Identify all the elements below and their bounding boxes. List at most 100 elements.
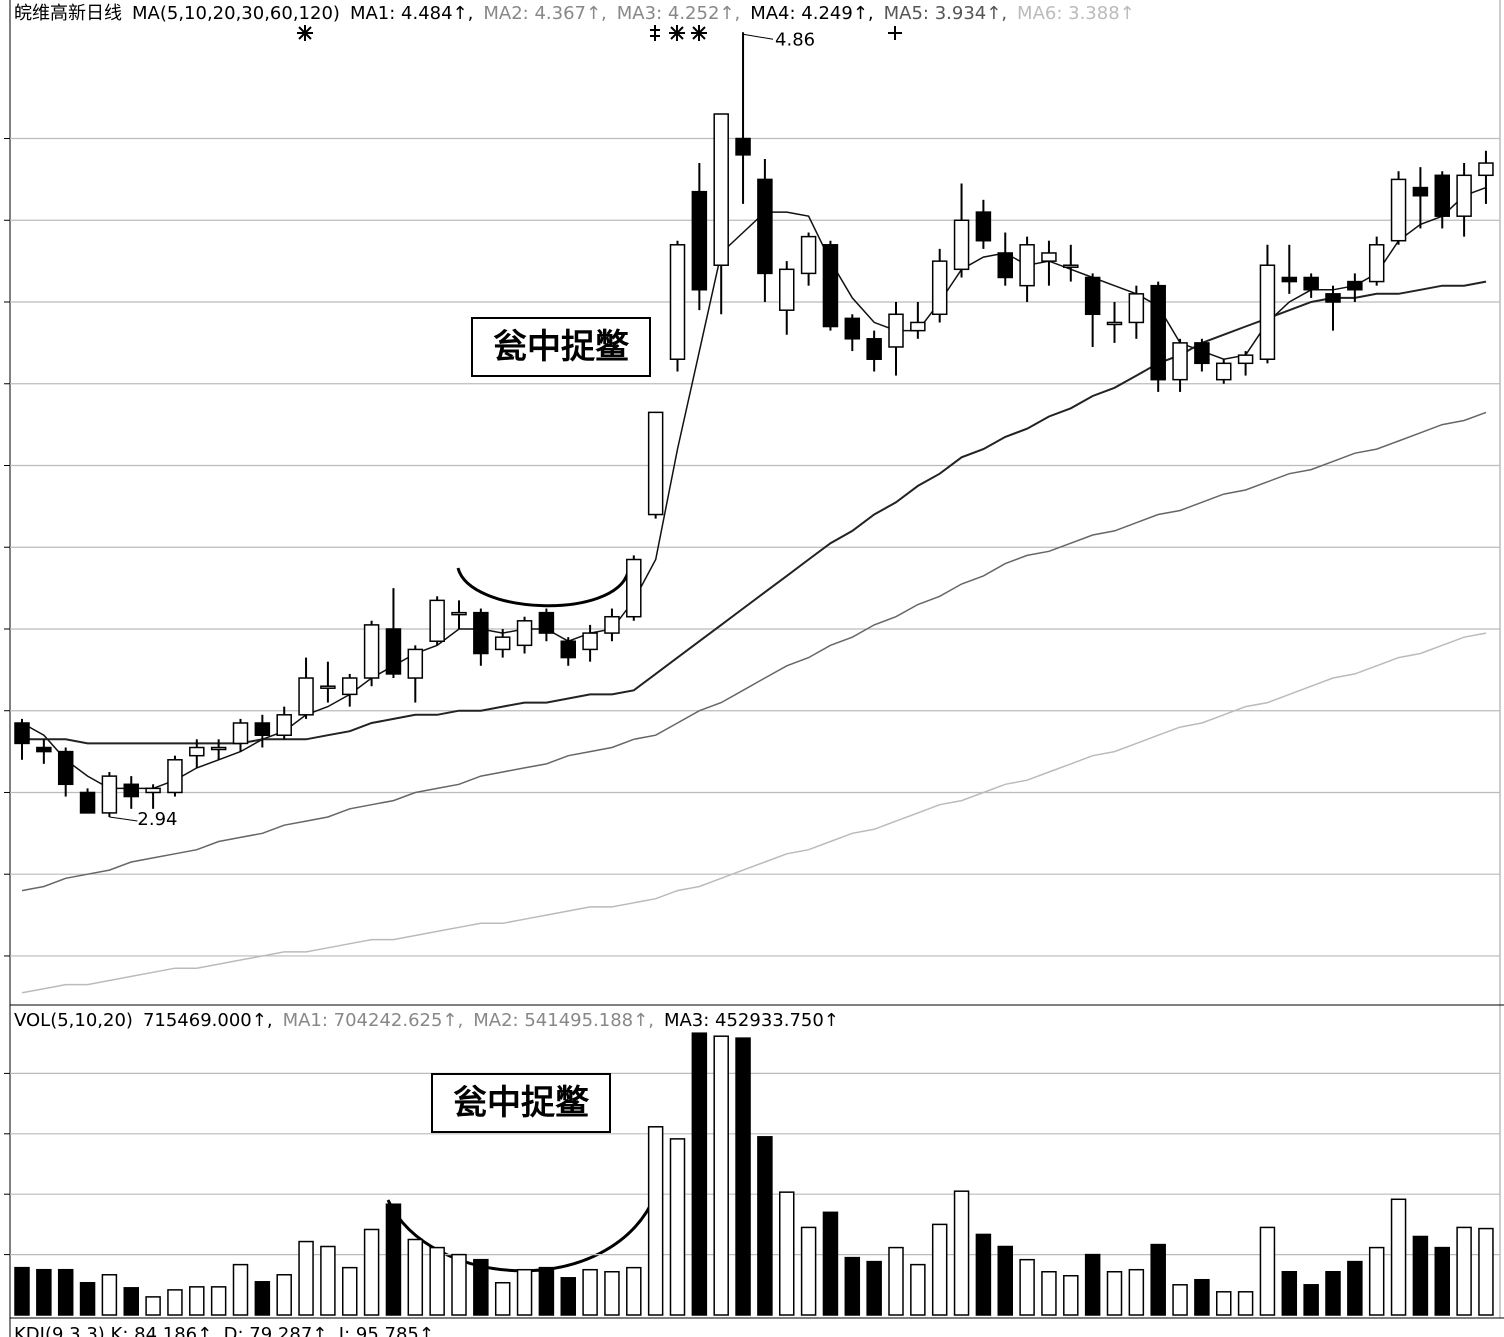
volume-bar	[713, 1035, 729, 1316]
candle-body	[1347, 280, 1363, 291]
candle-body	[1216, 362, 1232, 381]
volume-bar	[167, 1289, 183, 1316]
candle-body	[1084, 276, 1101, 316]
candle-body	[779, 268, 795, 311]
header: 皖维高新日线 MA(5,10,20,30,60,120) MA1: 4.484↑, M…	[14, 3, 1135, 24]
candle-body	[1434, 174, 1450, 217]
candle-body	[822, 244, 839, 328]
volume-bar	[1412, 1235, 1429, 1316]
volume-bar	[1325, 1271, 1341, 1316]
ma-line	[21, 411, 1487, 892]
annotation: 瓮中捉鳖	[493, 327, 630, 367]
candle-body	[1478, 162, 1494, 177]
candle-body	[1325, 293, 1341, 303]
header-item: MA1: 704242.625↑,	[283, 1010, 464, 1031]
volume-bar	[1172, 1284, 1188, 1316]
volume-bar	[385, 1203, 402, 1316]
volume-bar	[822, 1211, 839, 1316]
annotation: 瓮中捉鳖	[453, 1083, 590, 1123]
volume-bar	[1259, 1226, 1276, 1316]
volume-bar	[14, 1266, 30, 1316]
header: VOL(5,10,20) 715469.000↑, MA1: 704242.625↑…	[14, 1010, 839, 1031]
volume-bar	[669, 1138, 686, 1316]
volume-bar	[1019, 1258, 1035, 1316]
candle-body	[735, 137, 751, 156]
candle-body	[189, 746, 205, 757]
volume-bar	[1303, 1284, 1319, 1316]
candle-body	[975, 211, 992, 242]
annotation-box	[431, 1073, 611, 1133]
volume-bar	[1281, 1271, 1298, 1316]
candle-body	[538, 611, 555, 634]
candle-body	[1303, 276, 1319, 291]
volume-bar	[429, 1246, 445, 1316]
volume-bar	[757, 1136, 773, 1316]
volume-bar	[101, 1274, 118, 1316]
candle-body	[1259, 264, 1276, 360]
volume-bar	[1194, 1278, 1210, 1316]
volume-bar	[1216, 1291, 1232, 1316]
ma-line	[22, 280, 1487, 745]
high-label: 4.86	[775, 29, 815, 50]
volume-bar	[560, 1277, 576, 1316]
volume-bar	[604, 1271, 620, 1316]
volume-bar	[145, 1296, 161, 1316]
header-item: MA1: 4.484↑,	[350, 3, 473, 24]
header-item: MA4: 4.249↑,	[750, 3, 873, 24]
header-item: MA(5,10,20,30,60,120)	[132, 3, 340, 24]
candle-body	[516, 620, 533, 647]
candle-body	[276, 714, 292, 736]
candle-body	[473, 611, 489, 655]
volume-bar	[997, 1245, 1013, 1316]
candle-body	[1150, 284, 1166, 381]
candle-body	[1390, 178, 1407, 242]
volume-bar	[451, 1253, 467, 1316]
volume-bar	[123, 1287, 139, 1316]
candle-body	[1172, 342, 1188, 381]
candle-body	[669, 244, 686, 360]
volume-bar	[866, 1260, 882, 1316]
candle-body	[123, 783, 139, 798]
candle-body	[910, 321, 926, 332]
volume-bar	[473, 1258, 489, 1316]
volume-bar	[363, 1228, 380, 1316]
candle-body	[1041, 252, 1057, 262]
volume-bar	[647, 1126, 664, 1316]
candle-body	[494, 636, 511, 651]
volume-bar	[975, 1233, 992, 1316]
header-item: MA2: 541495.188↑,	[473, 1010, 654, 1031]
volume-bar	[1063, 1274, 1079, 1316]
bowl-curve	[456, 567, 630, 608]
candle-body	[320, 685, 336, 689]
candle-body	[363, 624, 380, 679]
star-marker	[650, 25, 660, 41]
volume-bar	[1347, 1260, 1363, 1316]
header-item: MA2: 4.367↑,	[483, 3, 606, 24]
candle-body	[691, 190, 708, 291]
candle-body	[888, 313, 904, 348]
volume-bar	[910, 1263, 926, 1316]
volume-bar	[1368, 1246, 1385, 1316]
candle-body	[931, 260, 948, 316]
volume-bar	[691, 1032, 708, 1316]
star-marker	[691, 25, 707, 41]
candle-body	[342, 677, 358, 696]
volume-bar	[57, 1268, 74, 1316]
volume-bar	[626, 1266, 642, 1316]
volume-bar	[1128, 1268, 1145, 1316]
candle-body	[1106, 321, 1123, 326]
volume-bar	[1478, 1227, 1494, 1316]
volume-bar	[800, 1226, 817, 1316]
candle-body	[1281, 276, 1298, 283]
header-item: 皖维高新日线	[14, 3, 122, 24]
candle-body	[626, 558, 642, 618]
candle-body	[1456, 174, 1472, 217]
volume-bar	[254, 1281, 271, 1316]
star-marker	[297, 25, 313, 41]
volume-bar	[1390, 1198, 1407, 1316]
candle-body	[79, 791, 96, 814]
star-marker	[669, 25, 685, 41]
candle-body	[232, 722, 249, 745]
